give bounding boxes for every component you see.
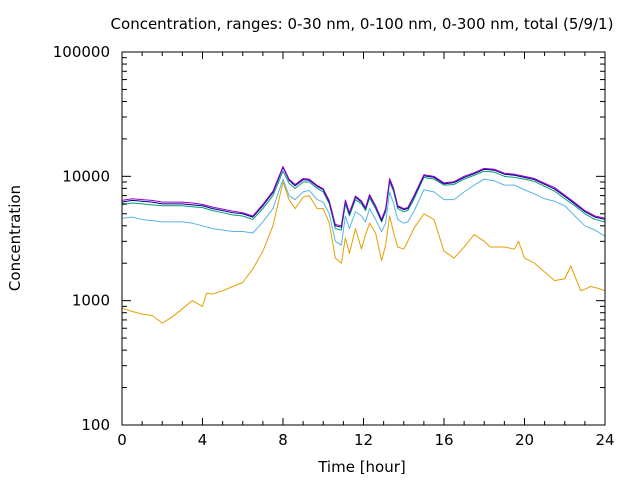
x-tick-label: 20 xyxy=(515,431,534,449)
series-line-4 xyxy=(121,166,606,228)
chart-title: Concentration, ranges: 0-30 nm, 0-100 nm… xyxy=(111,15,614,33)
y-tick-label: 100000 xyxy=(53,43,110,61)
axis-layer: 0 4 8 12 16 20 24 100 1000 10000 100000 xyxy=(53,43,615,449)
y-tick-label: 1000 xyxy=(72,292,110,310)
y-tick-label: 10000 xyxy=(62,167,110,185)
x-axis-label: Time [hour] xyxy=(317,458,406,476)
series-line-3 xyxy=(121,170,606,231)
plot-frame xyxy=(121,51,606,426)
y-tick-label: 100 xyxy=(81,416,110,434)
x-tick-label: 12 xyxy=(354,431,373,449)
series-line-5 xyxy=(121,165,606,227)
x-tick-label: 4 xyxy=(198,431,208,449)
series-line-1 xyxy=(121,181,606,324)
x-tick-label: 8 xyxy=(278,431,288,449)
y-axis-label: Concentration xyxy=(6,185,24,291)
series-line-2 xyxy=(121,178,606,246)
x-tick-label: 0 xyxy=(117,431,127,449)
x-tick-label: 16 xyxy=(434,431,453,449)
x-tick-label: 24 xyxy=(595,431,614,449)
series-layer xyxy=(121,165,606,324)
